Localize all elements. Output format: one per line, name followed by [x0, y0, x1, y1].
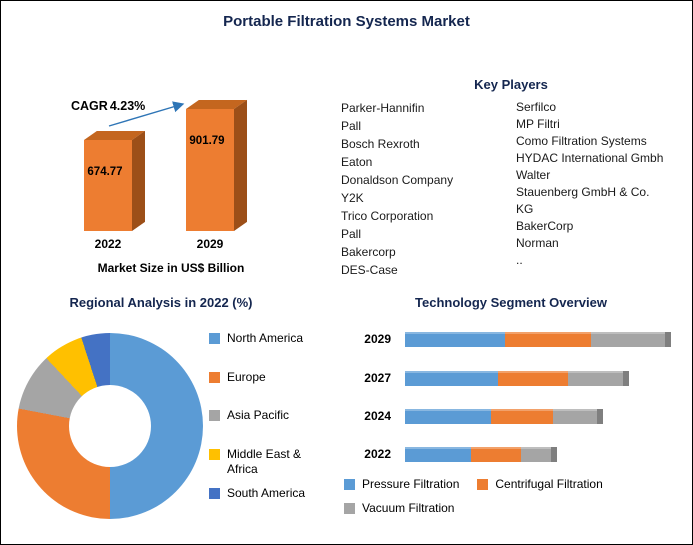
key-player: Donaldson Company — [341, 173, 454, 187]
market-size-chart: CAGR 4.23% 674.77 901.79 20 — [41, 89, 301, 289]
tech-year-label: 2022 — [364, 447, 391, 461]
bar-value-label-2022: 674.77 — [87, 166, 123, 178]
segment-pressure — [405, 446, 471, 462]
stacked-bar — [405, 446, 557, 462]
tech-year-label: 2024 — [364, 409, 391, 423]
legend-swatch — [344, 479, 355, 490]
tech-bar-row: 2027 — [336, 370, 629, 386]
legend-label: North America — [227, 331, 304, 345]
segment-centrifugal — [498, 370, 568, 386]
legend-swatch — [344, 503, 355, 514]
key-player: Norman — [516, 236, 559, 250]
bar-front-face — [186, 109, 234, 231]
chart-caption: Market Size in US$ Billion — [97, 261, 245, 275]
stacked-bar — [405, 331, 671, 347]
legend-item-middle-east-africa: Middle East & Africa — [209, 447, 329, 477]
legend-label: Vacuum Filtration — [362, 501, 455, 515]
key-players-heading: Key Players — [474, 77, 548, 92]
key-player: Parker-Hannifin — [341, 101, 425, 115]
page-title: Portable Filtration Systems Market — [223, 13, 470, 30]
key-player: BakerCorp — [516, 219, 574, 233]
segment-centrifugal — [491, 408, 553, 424]
tech-bar-row: 2029 — [336, 331, 671, 347]
cagr-label: CAGR 4.23% — [71, 99, 147, 113]
cagr-text: CAGR — [71, 99, 108, 113]
segment-vacuum — [568, 370, 623, 386]
stacked-bar — [405, 408, 603, 424]
legend-item-pressure-filtration: Pressure Filtration — [344, 477, 459, 492]
legend-item-north-america: North America — [209, 331, 303, 346]
segment-centrifugal — [505, 331, 591, 347]
segment-pressure — [405, 408, 491, 424]
technology-legend: Pressure Filtration Centrifugal Filtrati… — [344, 477, 679, 516]
key-player: Trico Corporation — [341, 209, 434, 223]
key-players-column-1: Parker-Hannifin Pall Bosch Rexroth Eaton… — [341, 99, 506, 279]
regional-analysis-section: Regional Analysis in 2022 (%) North Amer… — [11, 289, 336, 539]
segment-centrifugal — [471, 446, 521, 462]
legend-item-south-america: South America — [209, 486, 305, 501]
key-player: .. — [516, 253, 523, 267]
legend-label: South America — [227, 486, 306, 500]
key-player: Bosch Rexroth — [341, 137, 420, 151]
technology-segment-heading: Technology Segment Overview — [415, 295, 607, 310]
legend-label: Centrifugal Filtration — [495, 477, 603, 491]
legend-item-centrifugal-filtration: Centrifugal Filtration — [477, 477, 603, 492]
bar-endcap — [597, 408, 603, 424]
bar-endcap — [623, 370, 629, 386]
tech-year-label: 2029 — [364, 332, 391, 346]
bar-plot-area: 674.77 901.79 2022 2029 — [41, 89, 301, 251]
bar-side-face — [132, 130, 145, 231]
key-player: Pall — [341, 227, 362, 241]
bar-2029: 901.79 — [186, 99, 247, 231]
key-player: Walter — [516, 168, 551, 182]
axis-label-2022: 2022 — [94, 237, 122, 251]
cagr-arrow-icon — [108, 101, 185, 127]
regional-analysis-heading: Regional Analysis in 2022 (%) — [69, 295, 253, 310]
legend-item-vacuum-filtration: Vacuum Filtration — [344, 501, 454, 516]
key-player: Y2K — [341, 191, 364, 205]
legend-swatch — [209, 333, 220, 344]
bar-side-face — [234, 99, 247, 231]
key-player: Eaton — [341, 155, 373, 169]
legend-swatch — [209, 410, 220, 421]
key-player: Serfilco — [516, 100, 557, 114]
cagr-value: 4.23% — [109, 99, 146, 113]
key-players-column-2: Serfilco MP Filtri Como Filtration Syste… — [516, 99, 666, 269]
legend-swatch — [209, 372, 220, 383]
technology-segment-section: Technology Segment Overview 2029 2027 20… — [336, 289, 688, 539]
legend-swatch — [209, 488, 220, 499]
segment-vacuum — [553, 408, 597, 424]
regional-donut-chart — [17, 333, 203, 519]
bar-endcap — [551, 446, 557, 462]
key-player: Stauenberg GmbH & Co. KG — [516, 185, 650, 216]
tech-year-label: 2027 — [364, 371, 391, 385]
tech-bar-row: 2024 — [336, 408, 603, 424]
legend-label: Pressure Filtration — [362, 477, 460, 491]
bar-front-face — [84, 140, 132, 231]
bar-value-label-2029: 901.79 — [189, 135, 225, 147]
key-player: HYDAC International Gmbh — [516, 151, 664, 165]
key-player: Pall — [341, 119, 362, 133]
legend-item-asia-pacific: Asia Pacific — [209, 408, 289, 423]
segment-vacuum — [521, 446, 551, 462]
axis-label-2029: 2029 — [196, 237, 224, 251]
bar-2022: 674.77 — [84, 130, 145, 231]
legend-item-europe: Europe — [209, 370, 266, 385]
legend-label: Europe — [227, 370, 266, 384]
legend-swatch — [477, 479, 489, 490]
key-player: DES-Case — [341, 263, 398, 277]
segment-pressure — [405, 331, 505, 347]
tech-bar-row: 2022 — [336, 446, 557, 462]
stacked-bar — [405, 370, 629, 386]
key-player: MP Filtri — [516, 117, 560, 131]
legend-label: Asia Pacific — [227, 408, 290, 422]
legend-swatch — [209, 449, 220, 460]
key-player: Como Filtration Systems — [516, 134, 647, 148]
key-player: Bakercorp — [341, 245, 396, 259]
segment-vacuum — [591, 331, 665, 347]
bar-endcap — [665, 331, 671, 347]
segment-pressure — [405, 370, 498, 386]
legend-label: Middle East & Africa — [227, 447, 302, 476]
